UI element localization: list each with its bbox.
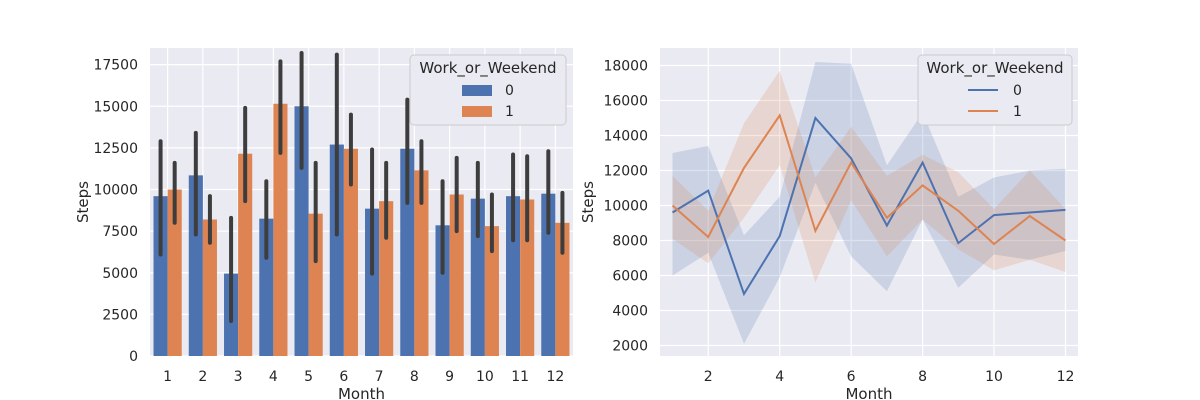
legend: Work_or_Weekend 0 1 bbox=[409, 54, 567, 126]
confidence-band bbox=[672, 70, 1066, 283]
y-tick-label: 2000 bbox=[612, 339, 648, 355]
y-tick-label: 12500 bbox=[93, 141, 138, 157]
legend-title: Work_or_Weekend bbox=[926, 59, 1063, 78]
bar bbox=[506, 196, 521, 356]
bar bbox=[449, 194, 464, 356]
x-tick-label: 8 bbox=[410, 369, 419, 385]
y-tick-label: 15000 bbox=[93, 99, 138, 115]
y-axis-label: Steps bbox=[579, 181, 597, 223]
bar bbox=[238, 153, 253, 356]
y-tick-label: 8000 bbox=[612, 234, 648, 250]
x-tick-label: 3 bbox=[234, 369, 243, 385]
y-tick-label: 17500 bbox=[93, 58, 138, 74]
y-tick-label: 2500 bbox=[102, 307, 138, 323]
bar bbox=[435, 225, 450, 356]
x-tick-label: 10 bbox=[985, 369, 1003, 385]
x-tick-label: 10 bbox=[476, 369, 494, 385]
legend-swatch-1 bbox=[462, 106, 492, 117]
x-tick-label: 4 bbox=[775, 369, 784, 385]
y-axis-label: Steps bbox=[74, 181, 92, 223]
x-tick-label: 11 bbox=[511, 369, 529, 385]
x-tick-label: 6 bbox=[339, 369, 348, 385]
line-chart-panel: 2000 4000 6000 8000 10000 12000 14000 16000 1800… bbox=[579, 48, 1078, 400]
x-tick-label: 7 bbox=[375, 369, 384, 385]
x-tick-label: 2 bbox=[704, 369, 713, 385]
x-tick-label: 4 bbox=[269, 369, 278, 385]
bar bbox=[400, 148, 415, 356]
bar bbox=[470, 198, 485, 356]
x-tick-label: 12 bbox=[546, 369, 564, 385]
legend-label-1: 1 bbox=[1013, 104, 1022, 120]
y-tick-label: 0 bbox=[129, 349, 138, 365]
x-tick-label: 2 bbox=[198, 369, 207, 385]
y-tick-label: 5000 bbox=[102, 266, 138, 282]
x-tick-label: 1 bbox=[163, 369, 172, 385]
x-tick-label: 5 bbox=[304, 369, 313, 385]
x-axis-label: Month bbox=[338, 385, 385, 400]
y-tick-label: 14000 bbox=[603, 129, 648, 145]
legend-title: Work_or_Weekend bbox=[419, 59, 556, 78]
bar bbox=[343, 148, 358, 356]
confidence-band bbox=[672, 62, 1066, 344]
legend-label-0: 0 bbox=[1013, 83, 1022, 99]
bar bbox=[188, 175, 203, 356]
y-tick-label: 10000 bbox=[603, 199, 648, 215]
bar bbox=[329, 144, 344, 356]
bar bbox=[520, 199, 535, 356]
x-axis-label: Month bbox=[845, 385, 892, 400]
y-tick-label: 7500 bbox=[102, 224, 138, 240]
legend-swatch-0 bbox=[462, 85, 492, 96]
bar bbox=[153, 196, 168, 356]
bar bbox=[294, 106, 309, 357]
bar bbox=[555, 222, 570, 356]
bar bbox=[484, 226, 499, 356]
y-tick-label: 18000 bbox=[603, 59, 648, 75]
legend-label-1: 1 bbox=[505, 104, 514, 120]
y-tick-label: 6000 bbox=[612, 269, 648, 285]
legend-label-0: 0 bbox=[505, 83, 514, 99]
bar bbox=[259, 218, 274, 356]
series-line bbox=[671, 113, 1067, 246]
x-tick-label: 8 bbox=[918, 369, 927, 385]
y-tick-label: 16000 bbox=[603, 94, 648, 110]
bar bbox=[541, 193, 556, 356]
x-tick-label: 9 bbox=[445, 369, 454, 385]
bar bbox=[202, 219, 217, 356]
bar bbox=[273, 103, 288, 356]
bar bbox=[308, 213, 323, 356]
bar bbox=[167, 189, 182, 356]
y-tick-label: 12000 bbox=[603, 164, 648, 180]
bar bbox=[414, 170, 429, 356]
legend: Work_or_Weekend 0 1 bbox=[917, 54, 1073, 126]
y-tick-label: 10000 bbox=[93, 183, 138, 199]
x-tick-label: 12 bbox=[1057, 369, 1075, 385]
bar bbox=[379, 201, 394, 356]
y-tick-label: 4000 bbox=[612, 304, 648, 320]
bar bbox=[365, 208, 380, 356]
x-tick-label: 6 bbox=[847, 369, 856, 385]
